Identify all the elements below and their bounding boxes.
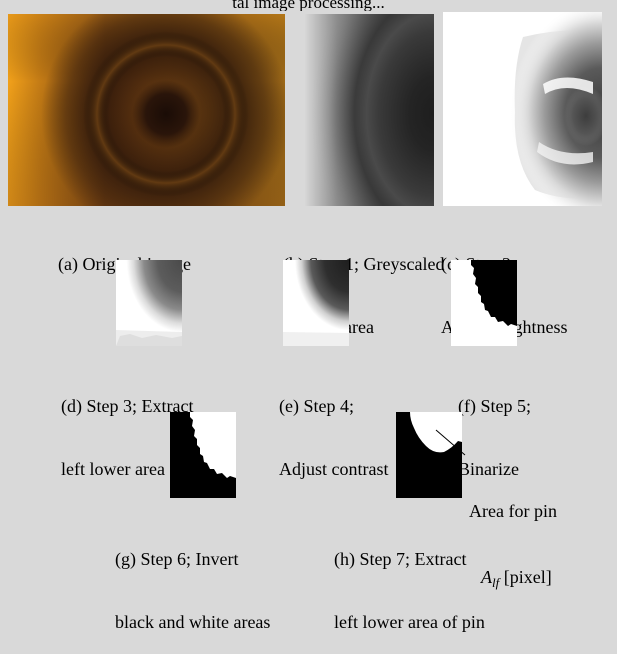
binarized-image	[451, 260, 517, 346]
caption-h-line-2: left lower area of pin	[334, 612, 485, 632]
contrast-adjusted-image	[283, 260, 349, 346]
caption-f-line-2: Binarize	[458, 459, 519, 479]
inverted-image	[170, 412, 236, 498]
caption-f-line-1: (f) Step 5;	[458, 396, 531, 416]
caption-h-line-1: (h) Step 7; Extract	[334, 549, 467, 569]
caption-e: (e) Step 4; Adjust contrast	[279, 354, 389, 501]
original-image	[8, 14, 285, 206]
caption-d-line-2: left lower area	[61, 459, 165, 479]
caption-f: (f) Step 5; Binarize	[458, 354, 531, 501]
top-cut-text: tal image processing...	[232, 0, 385, 11]
extracted-left-lower-area-image	[116, 260, 182, 346]
caption-d-line-1: (d) Step 3; Extract	[61, 396, 194, 416]
caption-h: (h) Step 7; Extract left lower area of p…	[334, 507, 485, 654]
caption-e-line-2: Adjust contrast	[279, 459, 389, 479]
caption-g: (g) Step 6; Invert black and white areas	[115, 507, 270, 654]
caption-g-line-2: black and white areas	[115, 612, 271, 632]
extracted-pin-area-image	[396, 412, 462, 498]
caption-d: (d) Step 3; Extract left lower area	[61, 354, 193, 501]
caption-e-line-1: (e) Step 4;	[279, 396, 354, 416]
area-subscript: lf	[492, 575, 500, 590]
greyscaled-image	[305, 14, 434, 206]
caption-g-line-1: (g) Step 6; Invert	[115, 549, 239, 569]
area-unit: [pixel]	[499, 567, 552, 587]
annotation-line-1: Area for pin	[469, 501, 557, 521]
brightness-adjusted-image	[443, 12, 602, 206]
